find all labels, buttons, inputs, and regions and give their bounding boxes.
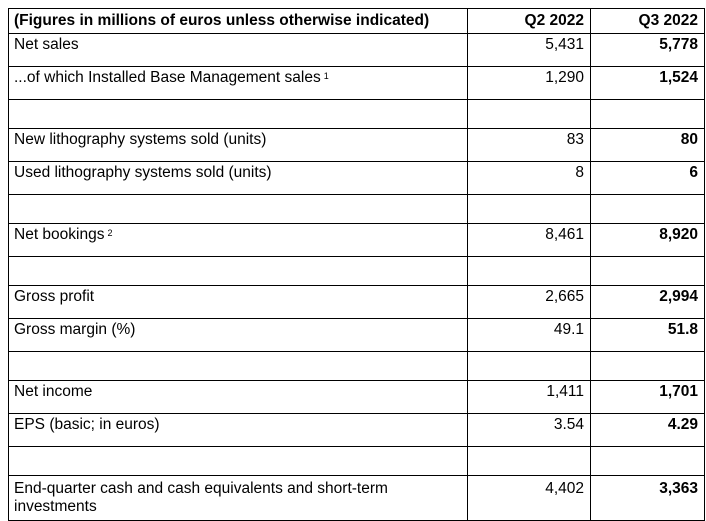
table-row-net-sales: Net sales 5,431 5,778 — [8, 33, 705, 67]
financial-summary-table: (Figures in millions of euros unless oth… — [8, 8, 705, 521]
value-q3: 4.29 — [590, 413, 705, 447]
row-label: Net sales — [8, 33, 468, 67]
value-q2: 1,411 — [467, 380, 591, 414]
value-q2: 8,461 — [467, 223, 591, 257]
table-spacer-row — [8, 446, 705, 476]
header-label: (Figures in millions of euros unless oth… — [8, 8, 468, 34]
value-q3: 5,778 — [590, 33, 705, 67]
table-spacer-row — [8, 194, 705, 224]
value-q2: 83 — [467, 128, 591, 162]
value-q3: 51.8 — [590, 318, 705, 352]
value-q3: 6 — [590, 161, 705, 195]
table-row-gross-margin: Gross margin (%) 49.1 51.8 — [8, 318, 705, 352]
value-q3: 2,994 — [590, 285, 705, 319]
row-label: Used lithography systems sold (units) — [8, 161, 468, 195]
footnote-marker: 2 — [107, 228, 113, 238]
value-q3: 1,524 — [590, 66, 705, 100]
table-row-net-bookings: Net bookings 2 8,461 8,920 — [8, 223, 705, 257]
table-spacer-row — [8, 256, 705, 286]
value-q2: 5,431 — [467, 33, 591, 67]
header-q2: Q2 2022 — [467, 8, 591, 34]
table-spacer-row — [8, 351, 705, 381]
row-label: EPS (basic; in euros) — [8, 413, 468, 447]
row-label: Net income — [8, 380, 468, 414]
value-q3: 3,363 — [590, 475, 705, 521]
table-row-cash: End-quarter cash and cash equivalents an… — [8, 475, 705, 521]
row-label: Net bookings 2 — [8, 223, 468, 257]
value-q3: 80 — [590, 128, 705, 162]
table-row-ibm-sales: ...of which Installed Base Management sa… — [8, 66, 705, 100]
row-label: Gross profit — [8, 285, 468, 319]
table-row-gross-profit: Gross profit 2,665 2,994 — [8, 285, 705, 319]
value-q3: 8,920 — [590, 223, 705, 257]
row-label: Gross margin (%) — [8, 318, 468, 352]
value-q2: 4,402 — [467, 475, 591, 521]
footnote-marker: 1 — [323, 71, 329, 81]
table-spacer-row — [8, 99, 705, 129]
table-row-net-income: Net income 1,411 1,701 — [8, 380, 705, 414]
value-q2: 1,290 — [467, 66, 591, 100]
row-label: ...of which Installed Base Management sa… — [8, 66, 468, 100]
value-q2: 2,665 — [467, 285, 591, 319]
table-header-row: (Figures in millions of euros unless oth… — [8, 8, 705, 34]
value-q2: 49.1 — [467, 318, 591, 352]
value-q3: 1,701 — [590, 380, 705, 414]
value-q2: 8 — [467, 161, 591, 195]
value-q2: 3.54 — [467, 413, 591, 447]
table-row-eps: EPS (basic; in euros) 3.54 4.29 — [8, 413, 705, 447]
header-q3: Q3 2022 — [590, 8, 705, 34]
row-label: End-quarter cash and cash equivalents an… — [8, 475, 468, 521]
table-row-used-systems: Used lithography systems sold (units) 8 … — [8, 161, 705, 195]
row-label: New lithography systems sold (units) — [8, 128, 468, 162]
table-row-new-systems: New lithography systems sold (units) 83 … — [8, 128, 705, 162]
